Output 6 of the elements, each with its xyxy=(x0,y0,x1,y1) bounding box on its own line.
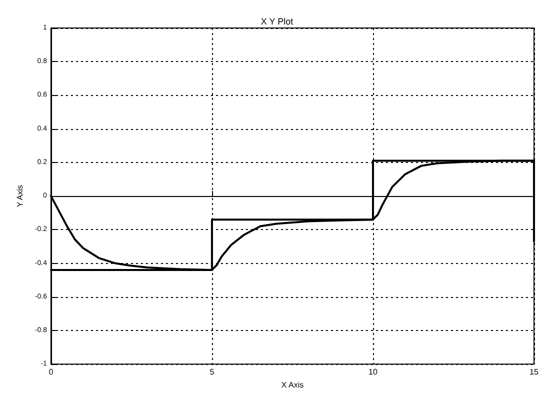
chart-title: X Y Plot xyxy=(260,16,294,26)
x-tick-label: 15 xyxy=(530,368,539,377)
x-axis-title: X Axis xyxy=(281,380,304,390)
x-tick-label: 10 xyxy=(368,368,378,377)
y-axis-title: Y Axis xyxy=(16,185,24,208)
x-tick-label: 5 xyxy=(210,368,215,377)
